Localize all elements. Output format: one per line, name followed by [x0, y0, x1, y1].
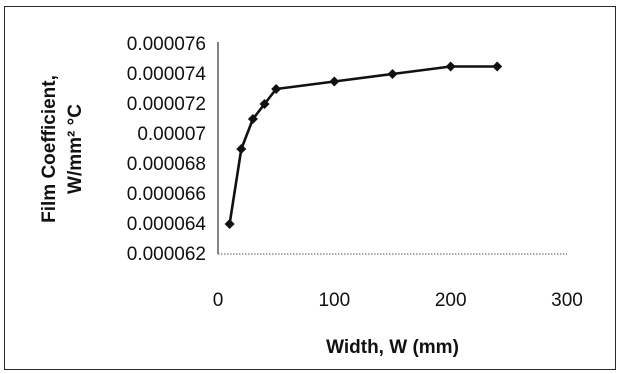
data-point: [271, 84, 282, 94]
y-axis-title: Film Coefficient, W/mm² °C: [39, 75, 86, 223]
y-tick-label: 0.000062: [127, 244, 206, 265]
series-line: [228, 65, 498, 225]
data-point: [247, 114, 258, 124]
x-tick-labels: 0 100 200 300: [213, 290, 583, 311]
y-tick-labels: 0.000062 0.000064 0.000066 0.000068 0.00007 0…: [127, 34, 207, 265]
series: [228, 65, 498, 225]
data-point: [387, 69, 398, 79]
data-point: [224, 219, 235, 229]
y-tick-label: 0.000064: [127, 214, 207, 235]
data-point: [329, 76, 340, 87]
x-tick-label: 200: [435, 290, 467, 311]
x-tick-label: 100: [318, 290, 350, 311]
x-axis-title: Width, W (mm): [326, 337, 459, 358]
data-point: [492, 61, 503, 72]
chart-frame: [4, 6, 616, 370]
markers: [224, 61, 503, 229]
y-tick-label: 0.000072: [127, 94, 206, 115]
x-tick-label: 300: [551, 290, 583, 311]
y-tick-label: 0.000074: [127, 64, 207, 85]
y-tick-label: 0.00007: [137, 124, 206, 145]
y-axis-title-line-2: W/mm² °C: [65, 104, 86, 194]
y-tick-label: 0.000076: [127, 34, 206, 55]
data-point: [445, 61, 456, 72]
axes: [217, 42, 567, 255]
y-tick-label: 0.000068: [127, 154, 206, 175]
x-tick-label: 0: [213, 290, 224, 311]
data-point: [236, 144, 247, 154]
y-tick-label: 0.000066: [127, 184, 206, 205]
data-point: [259, 99, 270, 109]
y-axis-title-line-1: Film Coefficient,: [39, 75, 60, 223]
